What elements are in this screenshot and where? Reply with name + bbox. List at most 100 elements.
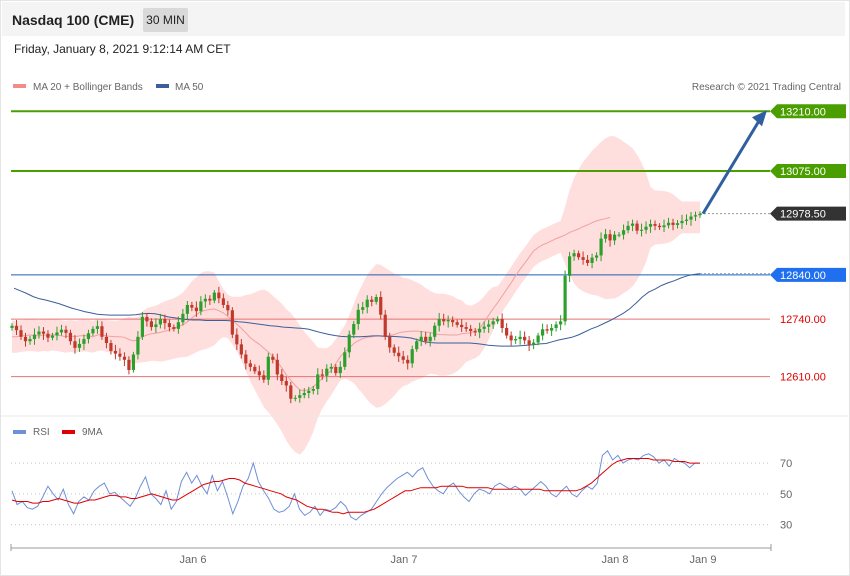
candle <box>59 324 64 336</box>
candle <box>648 219 653 233</box>
candle-body <box>154 324 158 328</box>
candle-body <box>289 385 293 399</box>
candle-body <box>172 327 176 329</box>
candle <box>172 324 176 332</box>
level-label-current: 12978.50 <box>780 209 826 221</box>
candle-body <box>514 339 518 341</box>
candle-body <box>410 349 414 364</box>
candle-body <box>666 222 671 226</box>
rsi-plot-area: 70 50 30 <box>11 450 792 532</box>
candle <box>145 312 149 327</box>
candle-body <box>73 341 77 348</box>
candle <box>482 321 486 333</box>
candle-body <box>684 219 689 221</box>
candle <box>635 220 639 235</box>
candle <box>536 332 540 346</box>
candle <box>14 320 19 336</box>
candle <box>464 322 468 332</box>
candle <box>343 347 347 370</box>
price-plot-area: 13210.00 13075.00 12978.50 12840.00 12740.00… <box>10 104 846 455</box>
candle-body <box>424 336 428 342</box>
candle <box>626 220 630 234</box>
candle-body <box>325 368 329 376</box>
candle-body <box>64 329 68 333</box>
candle <box>428 332 432 347</box>
candle-body <box>262 375 266 380</box>
candle-body <box>518 336 522 340</box>
candle <box>500 313 504 333</box>
candle <box>374 294 378 305</box>
candle-body <box>527 340 531 345</box>
candle-body <box>28 339 32 342</box>
candle-body <box>550 327 554 331</box>
candle <box>383 309 387 340</box>
candle <box>599 232 603 262</box>
candle <box>176 316 180 334</box>
timeframe-button[interactable]: 30 MIN <box>143 8 188 32</box>
candle-body <box>271 356 275 360</box>
candle <box>334 364 338 376</box>
candle <box>68 329 73 345</box>
candle <box>410 345 414 368</box>
time-tick-label: Jan 7 <box>391 554 418 566</box>
candle-body <box>100 326 104 337</box>
candle-body <box>185 304 189 314</box>
candle-body <box>86 333 91 340</box>
candle <box>455 319 459 328</box>
candle <box>559 315 563 331</box>
forecast-arrow-line <box>701 118 762 215</box>
candle-body <box>122 356 127 360</box>
candle <box>32 328 37 345</box>
level-tag-current <box>770 206 846 221</box>
candle-body <box>190 304 194 308</box>
candle-body <box>617 234 621 236</box>
candle <box>257 365 261 381</box>
candle-body <box>221 298 225 305</box>
candle <box>244 350 248 370</box>
candle <box>46 330 50 343</box>
candle <box>325 364 329 382</box>
copyright-text: Research © 2021 Trading Central <box>692 82 841 93</box>
candle <box>307 386 311 399</box>
rsi-tick-label: 70 <box>780 458 792 470</box>
candle <box>630 219 635 232</box>
candle <box>10 323 14 331</box>
candle <box>28 335 32 345</box>
candle-body <box>338 366 342 374</box>
candle-body <box>109 343 113 351</box>
candle-body <box>662 225 666 228</box>
candle-body <box>118 353 122 357</box>
candle <box>158 313 162 329</box>
candle <box>473 327 477 336</box>
candle <box>212 289 216 304</box>
candle-body <box>208 298 212 301</box>
candle <box>131 351 136 373</box>
candle-body <box>194 307 198 312</box>
rsi-legend-swatch <box>13 430 26 434</box>
candle-body <box>473 331 477 333</box>
candle <box>298 389 302 403</box>
candle <box>608 229 612 247</box>
ma20-line <box>12 216 611 392</box>
candle-body <box>621 230 626 235</box>
candle <box>581 251 585 265</box>
candle-body <box>428 336 432 342</box>
candle <box>617 232 621 238</box>
candle-body <box>590 257 594 263</box>
candle-body <box>212 292 216 301</box>
candle-body <box>388 336 392 348</box>
candle-body <box>433 325 437 337</box>
candle <box>320 369 324 380</box>
candle <box>469 324 473 337</box>
candle <box>203 294 207 308</box>
ma50-legend-swatch <box>156 84 169 88</box>
candle <box>41 327 46 340</box>
candle-body <box>91 328 95 334</box>
candle <box>118 348 122 361</box>
report-datetime: Friday, January 8, 2021 9:12:14 AM CET <box>14 42 231 56</box>
rsi-tick-label: 50 <box>780 489 792 501</box>
candle-body <box>352 323 356 335</box>
candle-body <box>559 321 563 325</box>
